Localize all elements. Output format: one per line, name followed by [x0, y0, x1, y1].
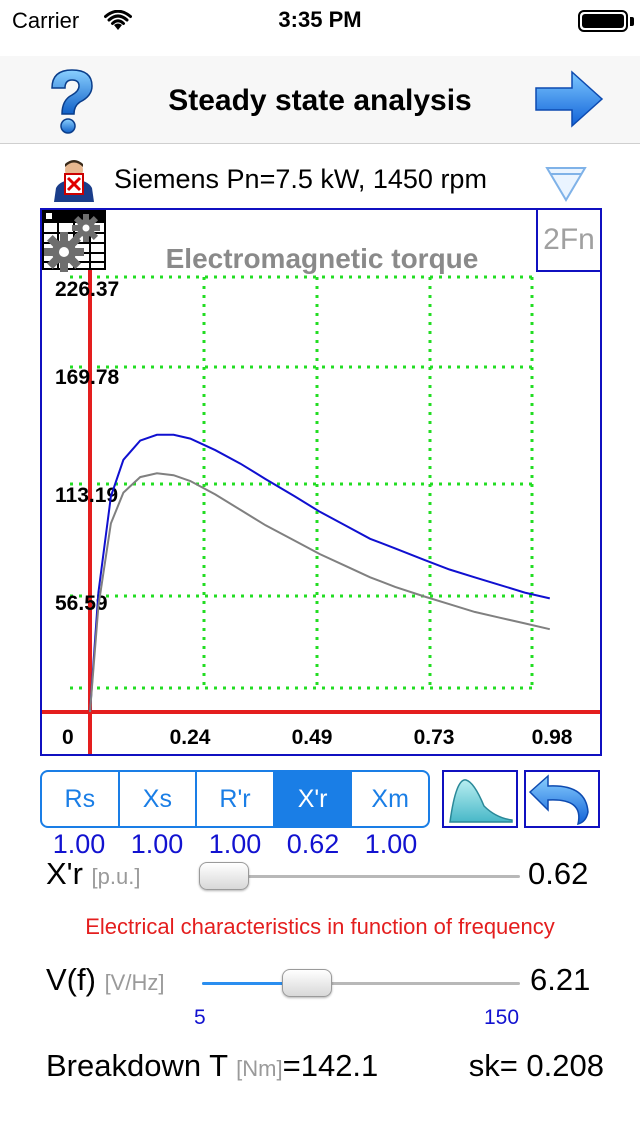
- y-tick-label: 113.19: [55, 484, 118, 507]
- torque-curve-icon: [449, 779, 513, 823]
- vf-slider-row: V(f) [V/Hz] 6.21: [0, 958, 640, 1004]
- xr-slider-unit: [p.u.]: [91, 864, 141, 889]
- vf-slider-name: V(f): [46, 962, 96, 997]
- x-tick-label: 0: [62, 726, 74, 749]
- nav-bar: Steady state analysis: [0, 56, 640, 144]
- gear-icon[interactable]: [42, 210, 106, 274]
- xr-slider-name: X'r: [46, 856, 83, 891]
- x-tick-label: 0.49: [292, 726, 333, 749]
- vf-slider-thumb[interactable]: [281, 969, 332, 997]
- triangle-down-icon[interactable]: [544, 160, 588, 204]
- x-tick-label: 0.73: [414, 726, 455, 749]
- y-tick-label: 56.59: [55, 592, 108, 615]
- vf-range-max: 150: [484, 1006, 520, 1029]
- y-tick-label: 226.37: [55, 278, 119, 301]
- undo-button[interactable]: [524, 770, 600, 828]
- parameter-segmented-control[interactable]: Rs Xs R'r X'r Xm: [40, 770, 430, 828]
- series-line-2: [89, 472, 551, 713]
- breakdown-label-group: Breakdown T [Nm]=142.1: [46, 1048, 378, 1084]
- chart-title: Electromagnetic torque: [166, 243, 479, 274]
- tab-rs[interactable]: Rs: [42, 772, 120, 826]
- tab-rr[interactable]: R'r: [197, 772, 275, 826]
- slip-label: sk=: [468, 1048, 518, 1083]
- vf-range-min: 5: [194, 1006, 206, 1029]
- page-title: Steady state analysis: [168, 84, 472, 117]
- value-rr: 1.00: [208, 829, 262, 859]
- torque-chart[interactable]: Electromagnetic torque 56.59 113.19 169.78 2…: [40, 208, 602, 756]
- two-fn-button[interactable]: 2Fn: [536, 210, 600, 272]
- battery-icon: [578, 10, 628, 32]
- chart-plot: Electromagnetic torque 56.59 113.19 169.78 2…: [42, 230, 600, 754]
- vf-slider[interactable]: [202, 969, 520, 997]
- breakdown-unit: [Nm]: [236, 1056, 283, 1081]
- motor-selector[interactable]: Siemens Pn=7.5 kW, 1450 rpm: [0, 150, 640, 208]
- vf-slider-value: 6.21: [530, 962, 591, 997]
- parameter-values: 1.00 1.00 1.00 0.62 1.00: [40, 828, 430, 860]
- frequency-caption: Electrical characteristics in function o…: [85, 914, 555, 939]
- value-xs: 1.00: [130, 829, 184, 859]
- slip-value: 0.208: [526, 1048, 604, 1083]
- breakdown-value: =142.1: [282, 1048, 379, 1083]
- breakdown-label: Breakdown T: [46, 1048, 228, 1083]
- wifi-icon: [104, 10, 132, 30]
- battery-nub: [630, 17, 634, 26]
- status-time: 3:35 PM: [278, 7, 362, 32]
- xr-slider-thumb[interactable]: [199, 862, 250, 890]
- vf-slider-label: V(f) [V/Hz]: [46, 962, 164, 998]
- value-xr: 0.62: [286, 829, 340, 859]
- tab-xm[interactable]: Xm: [371, 785, 409, 813]
- value-rs: 1.00: [52, 829, 106, 859]
- question-mark-icon[interactable]: [46, 68, 98, 136]
- xr-slider-value: 0.62: [528, 856, 589, 891]
- curve-button[interactable]: [442, 770, 518, 828]
- xr-slider[interactable]: [199, 862, 520, 890]
- arrow-right-icon[interactable]: [534, 68, 604, 130]
- xr-slider-label: X'r [p.u.]: [46, 856, 140, 892]
- vf-slider-unit: [V/Hz]: [104, 970, 165, 995]
- tab-xs[interactable]: Xs: [120, 772, 198, 826]
- vf-slider-fill: [202, 982, 307, 985]
- tab-xr[interactable]: X'r: [274, 772, 353, 826]
- motor-person-icon[interactable]: [52, 158, 96, 202]
- y-tick-label: 169.78: [55, 366, 120, 389]
- series-line-1: [89, 433, 551, 713]
- xr-slider-row: X'r [p.u.] 0.62: [0, 852, 640, 898]
- motor-label: Siemens Pn=7.5 kW, 1450 rpm: [114, 164, 487, 194]
- undo-arrow-icon: [528, 774, 589, 826]
- x-tick-label: 0.24: [170, 726, 211, 749]
- status-bar: Carrier 3:35 PM: [0, 0, 640, 40]
- slip-group: sk= 0.208: [469, 1048, 604, 1084]
- x-tick-label: 0.98: [532, 726, 573, 749]
- carrier-label: Carrier: [12, 8, 80, 33]
- breakdown-row: Breakdown T [Nm]=142.1 sk= 0.208: [0, 1044, 640, 1092]
- value-xm: 1.00: [364, 829, 418, 859]
